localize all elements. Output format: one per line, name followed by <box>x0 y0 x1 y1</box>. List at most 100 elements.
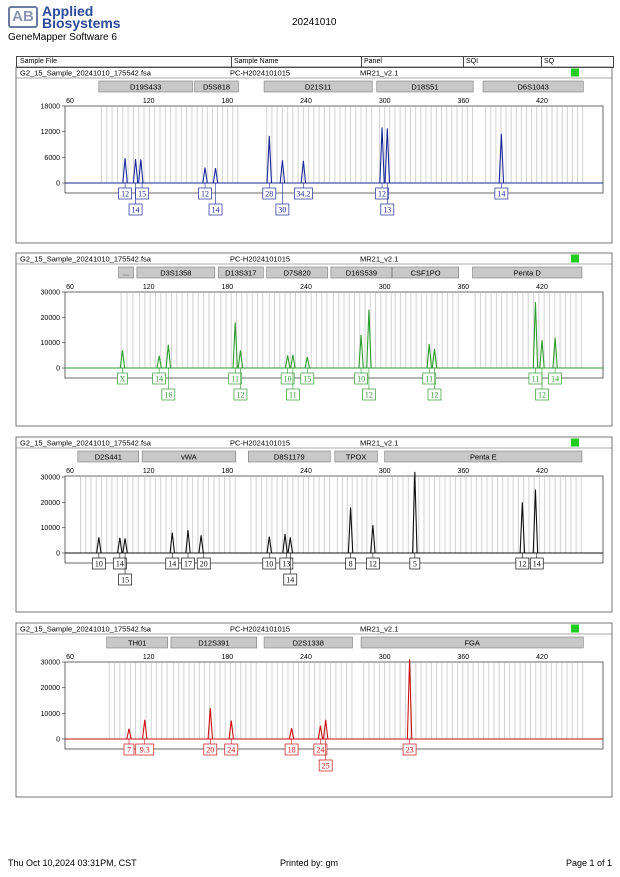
software-name: GeneMapper Software 6 <box>8 32 117 43</box>
y-tick-label: 30000 <box>41 660 61 667</box>
allele-box <box>118 573 132 586</box>
col-panel: Panel <box>361 57 382 67</box>
column-header-row: Sample File Sample Name Panel SQI SQ <box>16 56 614 68</box>
plot-frame <box>64 105 604 194</box>
allele-call: 17 <box>184 560 192 569</box>
marker-bar <box>334 450 378 463</box>
allele-box <box>294 187 313 200</box>
marker-bar <box>217 266 264 279</box>
allele-box <box>380 203 395 216</box>
report-date: 20241010 <box>292 17 337 28</box>
x-tick-label: 120 <box>143 468 155 475</box>
allele-call: 28 <box>265 190 273 199</box>
peak <box>119 350 126 369</box>
allele-call: 12 <box>369 560 377 569</box>
x-tick-label: 420 <box>536 284 548 291</box>
y-tick-label: 0 <box>56 551 60 558</box>
sample-name: PC-H2024101015 <box>230 625 290 634</box>
panel-frame <box>15 622 613 798</box>
allele-call: 9.3 <box>140 746 150 755</box>
logo-line1: Applied <box>42 3 94 19</box>
allele-call: 13 <box>383 206 391 215</box>
plot-frame <box>64 661 604 750</box>
x-tick-label: 360 <box>457 284 469 291</box>
sample-name: PC-H2024101015 <box>230 69 290 78</box>
y-tick-label: 10000 <box>41 525 61 532</box>
marker-label: D19S433 <box>130 83 161 92</box>
panel-frame <box>15 252 613 427</box>
allele-box <box>515 557 530 570</box>
peak <box>519 502 526 554</box>
allele-box <box>198 187 212 200</box>
marker-label: Penta E <box>470 453 497 462</box>
allele-box <box>275 203 290 216</box>
marker-bar <box>263 636 353 649</box>
dye-panel-green: G2_15_Sample_20241010_175542.fsa PC-H2024… <box>15 252 613 427</box>
allele-call: 11 <box>425 375 433 384</box>
peak <box>300 160 307 184</box>
allele-box <box>366 557 380 570</box>
y-tick-label: 10000 <box>41 340 61 347</box>
allele-box <box>165 557 180 570</box>
x-tick-label: 360 <box>457 468 469 475</box>
allele-call: 11 <box>289 391 297 400</box>
logo: AB Applied Biosystems <box>8 3 121 32</box>
allele-call: 11 <box>231 375 239 384</box>
marker-label: D21S11 <box>305 83 332 92</box>
allele-call: 7 <box>127 746 131 755</box>
peak <box>117 537 123 554</box>
x-tick-label: 60 <box>66 654 74 661</box>
marker-label: D6S1043 <box>517 83 548 92</box>
allele-box <box>362 388 376 401</box>
y-tick-label: 30000 <box>41 290 61 297</box>
marker-bar <box>376 80 474 93</box>
x-tick-label: 300 <box>379 98 391 105</box>
peak <box>498 133 505 184</box>
marker-label: D13S317 <box>225 269 256 278</box>
marker-label: vWA <box>181 453 197 462</box>
y-tick-label: 12000 <box>41 129 61 136</box>
footer-printed-by: Printed by: gm <box>280 858 339 868</box>
marker-label: FGA <box>464 639 479 648</box>
peak <box>379 127 385 184</box>
marker-bar <box>266 266 328 279</box>
peak <box>426 343 432 369</box>
allele-call: 8 <box>349 560 353 569</box>
allele-call: 15 <box>121 576 129 585</box>
col-sample-name: Sample Name <box>231 57 278 67</box>
peak <box>406 659 413 740</box>
marker-bar <box>392 266 459 279</box>
allele-call: 18 <box>288 746 296 755</box>
peak <box>370 525 376 554</box>
marker-label: D18S51 <box>411 83 438 92</box>
peak <box>122 538 128 554</box>
marker-bar <box>263 80 373 93</box>
x-tick-label: 360 <box>457 654 469 661</box>
x-tick-label: 300 <box>379 654 391 661</box>
sample-file: G2_15_Sample_20241010_175542.fsa <box>20 69 152 78</box>
allele-call: 12 <box>518 560 526 569</box>
marker-label: D5S818 <box>203 83 230 92</box>
y-tick-label: 0 <box>56 737 60 744</box>
allele-box <box>118 187 132 200</box>
allele-box <box>283 573 298 586</box>
peak <box>266 536 273 554</box>
allele-box <box>529 557 544 570</box>
y-tick-label: 6000 <box>44 155 60 162</box>
allele-call: 24 <box>227 746 235 755</box>
peak <box>237 350 244 369</box>
sample-file: G2_15_Sample_20241010_175542.fsa <box>20 625 152 634</box>
x-tick-label: 120 <box>143 654 155 661</box>
allele-call: 15 <box>303 375 311 384</box>
col-sq: SQ <box>541 57 554 67</box>
peak <box>122 158 128 184</box>
allele-box <box>375 187 389 200</box>
peak <box>185 530 191 554</box>
marker-bar <box>330 266 393 279</box>
allele-box <box>279 557 294 570</box>
allele-call: 14 <box>132 206 140 215</box>
quality-status-icon <box>571 624 579 633</box>
peak <box>284 355 291 369</box>
peak <box>138 159 144 184</box>
peak <box>287 537 294 554</box>
